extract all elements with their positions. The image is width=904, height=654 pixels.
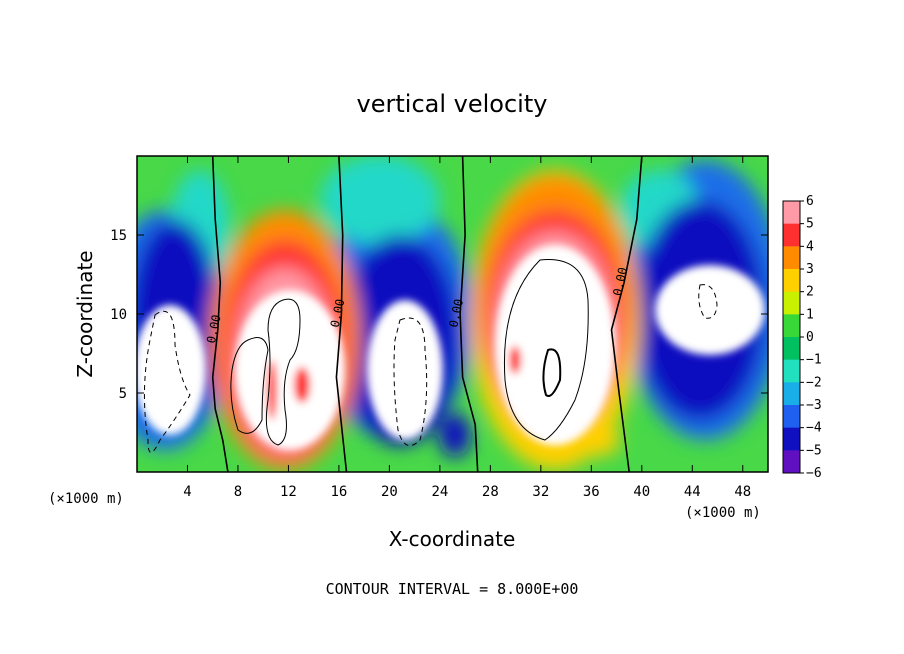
x-tick-label: 32 xyxy=(532,484,549,500)
contour-line xyxy=(230,337,269,434)
zero-contour-line xyxy=(335,156,348,472)
colorbar-swatch xyxy=(783,201,800,225)
y-tick-label: 10 xyxy=(110,307,127,323)
colorbar-tick-label: 4 xyxy=(806,239,814,254)
y-tick-label: 5 xyxy=(119,386,127,402)
x-tick-label: 8 xyxy=(234,484,242,500)
x-tick-label: 20 xyxy=(381,484,398,500)
x-tick-label: 40 xyxy=(633,484,650,500)
y-axis-label: Z-coordinate xyxy=(73,250,97,377)
zero-contour-label: 0.00 xyxy=(328,298,348,329)
colorbar-swatch xyxy=(783,314,800,338)
contour-line xyxy=(265,298,301,446)
zero-contour-label: 0.00 xyxy=(204,313,224,344)
colorbar-swatch xyxy=(783,427,800,451)
colorbar-tick-label: 0 xyxy=(806,330,814,345)
colorbar: 6 5 4 3 2 1 0 −1 −2 −3 −4 −5 −6 xyxy=(782,194,822,481)
x-tick-label: 36 xyxy=(583,484,600,500)
colorbar-swatch xyxy=(783,405,800,429)
colorbar-tick-label: 6 xyxy=(806,194,814,209)
x-tick-label: 16 xyxy=(330,484,347,500)
contour-line xyxy=(542,348,562,397)
inner-contours xyxy=(143,259,718,453)
colorbar-swatch xyxy=(783,223,800,247)
zero-contour-line xyxy=(459,156,479,472)
colorbar-swatch xyxy=(783,291,800,315)
heatmap-field xyxy=(137,156,768,472)
x-tick-label: 44 xyxy=(684,484,701,500)
colorbar-tick-label: 3 xyxy=(806,262,814,277)
contour-interval-note: CONTOUR INTERVAL = 8.000E+00 xyxy=(326,580,579,598)
colorbar-tick-label: −4 xyxy=(806,421,822,436)
colorbar-tick-label: 1 xyxy=(806,307,814,322)
colorbar-swatch xyxy=(783,337,800,361)
colorbar-tick-label: 5 xyxy=(806,217,814,232)
x-tick-label: 24 xyxy=(431,484,448,500)
dashed-contour xyxy=(143,310,191,453)
colorbar-swatch xyxy=(783,450,800,474)
zero-contour-label: 0.00 xyxy=(610,266,630,297)
colorbar-tick-label: −3 xyxy=(806,398,822,413)
x-tick-label: 4 xyxy=(183,484,191,500)
zero-contours: 0.00 0.00 0.00 0.00 xyxy=(204,156,643,472)
x-unit-left: (×1000 m) xyxy=(48,491,124,507)
colorbar-swatch xyxy=(783,382,800,406)
x-unit-right: (×1000 m) xyxy=(685,505,761,521)
colorbar-swatch xyxy=(783,269,800,293)
colorbar-swatch xyxy=(783,359,800,383)
colorbar-tick-label: −1 xyxy=(806,353,822,368)
x-axis-label: X-coordinate xyxy=(389,527,516,551)
chart-title: vertical velocity xyxy=(357,90,548,118)
dashed-contour xyxy=(698,284,718,319)
colorbar-tick-label: −2 xyxy=(806,375,822,390)
zero-contour-label: 0.00 xyxy=(446,298,466,329)
y-axis: 5 10 15 xyxy=(110,228,768,402)
colorbar-tick-label: −5 xyxy=(806,443,822,458)
zero-contour-line xyxy=(211,156,229,472)
dashed-contour xyxy=(393,317,428,447)
zero-contour-line xyxy=(610,156,643,472)
colorbar-swatch xyxy=(783,246,800,270)
x-axis: 4 8 12 16 20 24 28 32 36 40 44 48 xyxy=(183,156,751,500)
contour-line xyxy=(503,259,589,441)
x-tick-label: 28 xyxy=(482,484,499,500)
colorbar-tick-label: −6 xyxy=(806,466,822,481)
colorbar-tick-label: 2 xyxy=(806,285,814,300)
y-tick-label: 15 xyxy=(110,228,127,244)
x-tick-label: 12 xyxy=(280,484,297,500)
x-tick-label: 48 xyxy=(734,484,751,500)
